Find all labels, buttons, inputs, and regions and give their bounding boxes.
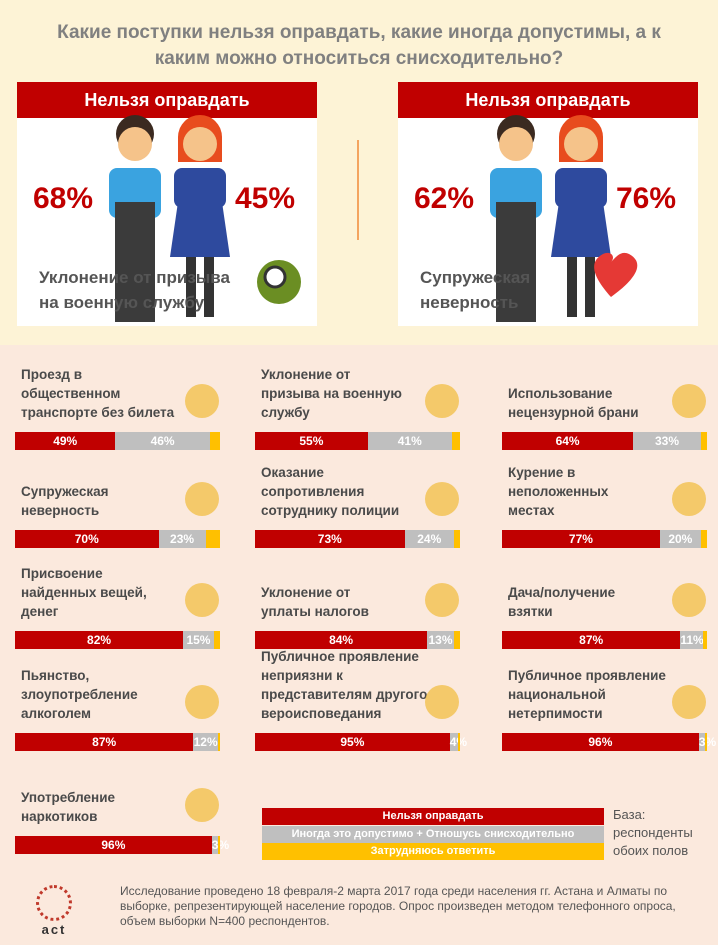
bar-segment — [453, 631, 460, 649]
item-label: Уклонение от призыва на военную службу — [261, 367, 402, 420]
icon — [425, 482, 459, 516]
icon — [185, 482, 219, 516]
bar-segment: 96% — [502, 733, 699, 751]
footer-text: Исследование проведено 18 февраля-2 март… — [120, 884, 676, 928]
bar-segment: 4% — [449, 733, 467, 751]
panel-header: Нельзя оправдать — [17, 82, 317, 118]
bar-segment — [217, 836, 220, 854]
item-label: Пьянство, злоупотребление алкоголем — [21, 668, 138, 721]
item-label: Проезд в общественном транспорте без бил… — [21, 367, 175, 420]
bar-segment — [457, 733, 460, 751]
bar-segment: 13% — [427, 631, 454, 649]
bar-segment: 12% — [193, 733, 218, 751]
item-label: Оказание сопротивления сотруднику полици… — [261, 465, 400, 518]
bar-segment: 64% — [502, 432, 634, 450]
icon — [425, 583, 459, 617]
bar-segment: 3% — [698, 733, 717, 751]
bar-segment: 20% — [659, 530, 701, 548]
item-label: Курение в неположенных местах — [508, 465, 609, 518]
logo-text: act — [41, 922, 67, 937]
legend-note: База: респонденты обоих полов — [613, 807, 693, 858]
bar-segment: 55% — [255, 432, 368, 450]
item-label: Уклонение от уплаты налогов — [261, 585, 369, 619]
item-label: Употребление наркотиков — [21, 790, 116, 824]
bar-segment: 3% — [211, 836, 230, 854]
caption: на военную службу — [39, 293, 205, 312]
logo-mark — [36, 885, 72, 921]
bar-segment: 11% — [680, 631, 704, 649]
male-percent: 62% — [414, 182, 475, 215]
bar-segment: 77% — [502, 530, 660, 548]
icon — [672, 482, 706, 516]
bar-segment — [702, 631, 707, 649]
bar-segment: 46% — [115, 432, 210, 450]
illustration — [109, 115, 301, 322]
legend-entry: Нельзя оправдать — [262, 808, 604, 825]
icon — [185, 788, 219, 822]
title: каким можно относиться снисходительно? — [154, 48, 564, 69]
panel-header: Нельзя оправдать — [398, 82, 698, 118]
legend-entry: Затрудняюсь ответить — [262, 843, 604, 860]
icon — [672, 685, 706, 719]
icon — [185, 583, 219, 617]
divider — [357, 140, 359, 240]
bar-segment — [205, 530, 220, 548]
legend-entry: Иногда это допустимо + Отношусь снисходи… — [262, 825, 604, 843]
caption: Уклонение от призыва — [39, 268, 230, 287]
bar-segment: 15% — [183, 631, 214, 649]
bar-segment: 41% — [367, 432, 452, 450]
item-label: Использование нецензурной брани — [508, 386, 639, 420]
bar-segment: 87% — [15, 733, 194, 751]
panel: Нельзя оправдать 62% 76% Супружеская неверно… — [398, 82, 698, 326]
male-percent: 68% — [33, 182, 94, 215]
caption: неверность — [420, 293, 519, 312]
bar-segment: 82% — [15, 631, 184, 649]
item-label: Супружеская неверность — [21, 484, 109, 518]
panel: Нельзя оправдать 68% 45% Уклонение от призы… — [17, 82, 317, 326]
bar-segment: 95% — [255, 733, 450, 751]
bar-segment: 49% — [15, 432, 116, 450]
caption: Супружеская — [420, 268, 531, 287]
bar-segment — [700, 432, 707, 450]
title: Какие поступки нельзя оправдать, какие и… — [57, 22, 661, 43]
bar-segment — [704, 733, 707, 751]
bar-segment: 87% — [502, 631, 681, 649]
icon — [425, 685, 459, 719]
bar-segment: 23% — [158, 530, 206, 548]
bar-segment: 73% — [255, 530, 405, 548]
bar-segment — [451, 432, 460, 450]
bar-segment — [209, 432, 220, 450]
item-label: Присвоение найденных вещей, денег — [21, 566, 147, 619]
illustration — [490, 115, 638, 322]
bar-segment — [700, 530, 707, 548]
bar-segment: 96% — [15, 836, 212, 854]
icon — [185, 685, 219, 719]
icon — [672, 384, 706, 418]
female-percent: 45% — [235, 182, 296, 215]
icon — [185, 384, 219, 418]
bar-segment — [217, 733, 220, 751]
bar-segment: 70% — [15, 530, 159, 548]
item-label: Дача/получение взятки — [508, 585, 616, 619]
item-label: Публичное проявление национальной нетерп… — [508, 668, 666, 721]
bar-segment: 84% — [255, 631, 428, 649]
bar-segment: 24% — [404, 530, 454, 548]
icon — [672, 583, 706, 617]
bar-segment — [453, 530, 460, 548]
female-percent: 76% — [616, 182, 677, 215]
bar-segment — [213, 631, 220, 649]
item-label: Публичное проявление неприязни к предста… — [261, 649, 428, 721]
bar-segment: 33% — [633, 432, 701, 450]
icon — [425, 384, 459, 418]
